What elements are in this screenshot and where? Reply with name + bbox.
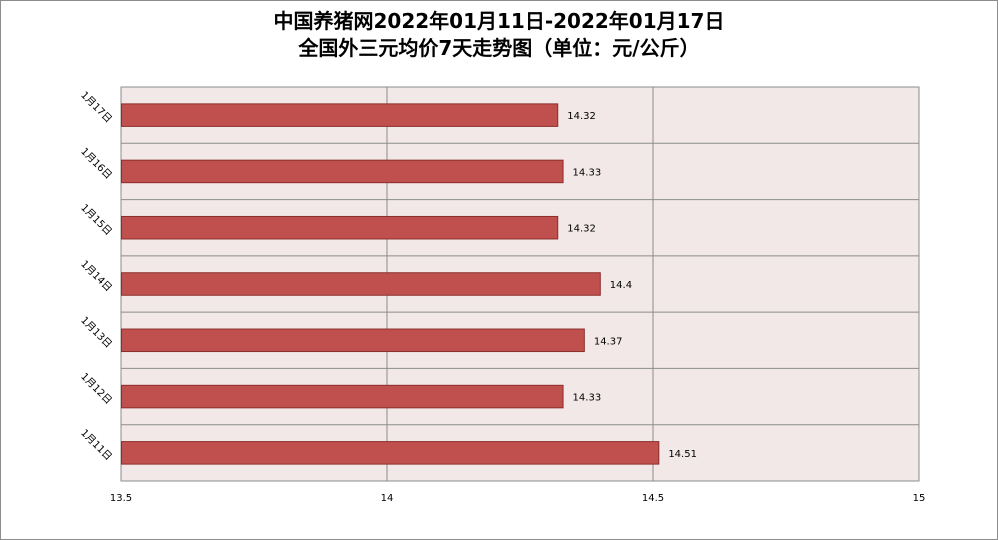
data-label: 14.4 [610,280,632,291]
y-axis: 1月11日 1月12日 1月13日 1月14日 1月15日 1月16日 1月17日 [78,89,114,463]
bars [121,103,660,465]
bar [121,103,559,127]
chart-title-line-2: 全国外三元均价7天走势图（单位：元/公斤） [298,36,700,60]
y-tick-label: 1月14日 [78,258,114,294]
bar [121,384,564,409]
bar [121,328,585,353]
data-label: 14.32 [567,224,596,235]
y-tick-label: 1月13日 [78,314,114,350]
y-tick-label: 1月15日 [78,202,114,238]
y-tick-label: 1月17日 [78,89,114,125]
data-label: 14.51 [668,449,697,460]
bar [121,159,564,184]
data-label: 14.37 [594,336,623,347]
x-axis: 13.5 14 14.5 15 [110,493,926,504]
grid-lines [120,87,920,481]
data-label: 14.33 [573,167,602,178]
x-tick-label: 14.5 [642,493,664,504]
x-tick-label: 15 [913,493,926,504]
y-tick-label: 1月12日 [78,371,114,407]
data-label: 14.32 [567,111,596,122]
x-tick-label: 14 [381,493,394,504]
chart-title: 中国养猪网2022年01月11日-2022年01月17日 全国外三元均价7天走势… [0,8,998,62]
bar [121,272,601,296]
y-tick-label: 1月16日 [78,145,114,181]
bar [121,215,559,240]
bar [121,441,660,465]
x-tick-label: 13.5 [110,493,132,504]
data-labels: 14.51 14.33 14.37 14.4 14.32 14.33 14.32 [567,111,697,460]
data-label: 14.33 [573,393,602,404]
chart-title-line-1: 中国养猪网2022年01月11日-2022年01月17日 [273,9,725,33]
y-tick-label: 1月11日 [78,427,114,463]
